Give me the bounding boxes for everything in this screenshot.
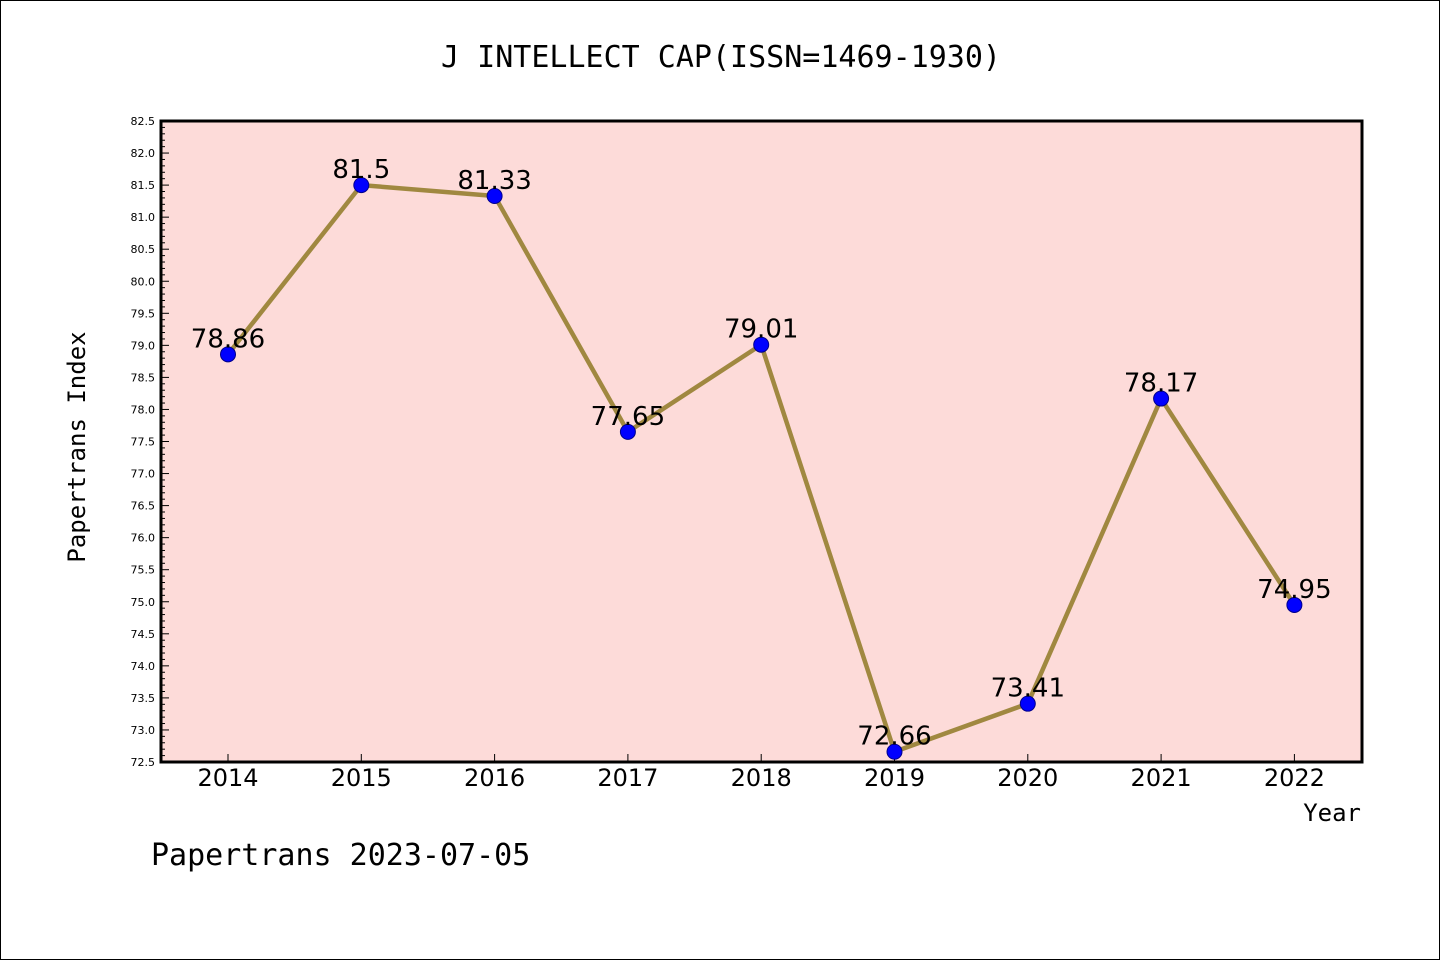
y-tick-label: 79.5 [131,307,156,320]
x-tick-label: 2014 [197,764,258,792]
data-label: 73.41 [991,674,1065,704]
data-label: 81.33 [457,166,531,196]
data-point [753,336,770,353]
plot-border [159,119,1364,764]
y-tick-label: 81.5 [131,179,156,192]
y-tick-label: 76.5 [131,500,156,513]
y-tick-label: 81.0 [131,211,156,224]
y-tick-label: 78.0 [131,403,156,416]
data-label: 81.5 [332,155,390,185]
y-tick-label: 78.5 [131,371,156,384]
y-axis-label: Papertrans Index [63,331,91,562]
y-tick-label: 76.0 [131,532,156,545]
data-point [619,423,636,440]
y-tick-label: 80.0 [131,275,156,288]
x-tick-label: 2019 [864,764,925,792]
x-tick-label: 2017 [597,764,658,792]
data-label: 78.86 [191,324,265,354]
y-tick-label: 73.5 [131,692,156,705]
x-tick-label: 2016 [464,764,525,792]
chart-title: J INTELLECT CAP(ISSN=1469-1930) [441,40,1001,75]
footer-credit: Papertrans 2023-07-05 [151,838,530,873]
data-label: 77.65 [591,402,665,432]
data-label: 78.17 [1124,369,1198,399]
y-tick-label: 80.5 [131,243,156,256]
data-point [1153,390,1170,407]
data-point [886,743,903,760]
data-point [486,187,503,204]
y-tick-label: 73.0 [131,724,156,737]
y-tick-label: 74.0 [131,660,156,673]
y-tick-label: 82.0 [131,147,156,160]
y-tick-label: 77.5 [131,436,156,449]
x-tick-label: 2020 [997,764,1058,792]
data-point [1286,596,1303,613]
y-tick-label: 74.5 [131,628,156,641]
y-tick-label: 75.5 [131,564,156,577]
data-point [353,177,370,194]
data-point [220,346,236,363]
y-tick-label: 72.5 [131,756,156,769]
x-tick-label: 2021 [1131,764,1192,792]
x-axis-label: Year [1303,799,1361,827]
x-tick-label: 2022 [1264,764,1325,792]
y-tick-label: 82.5 [131,115,156,128]
y-tick-label: 79.0 [131,339,156,352]
x-tick-label: 2018 [731,764,792,792]
plot-area [161,121,1362,762]
data-labels: 78.86 81.5 81.33 77.65 79.01 72.66 73.41 78.17 7… [191,155,1332,752]
series-markers [220,177,1303,760]
y-tick-label: 75.0 [131,596,156,609]
data-label: 74.95 [1257,575,1331,605]
data-label: 79.01 [724,315,798,345]
y-tick-label: 77.0 [131,468,156,481]
x-axis-ticks: 2014 2015 2016 2017 2018 2019 2020 2021 2022 [197,754,1325,792]
x-tick-label: 2015 [331,764,392,792]
data-label: 72.66 [857,722,931,752]
data-point [1019,695,1036,712]
